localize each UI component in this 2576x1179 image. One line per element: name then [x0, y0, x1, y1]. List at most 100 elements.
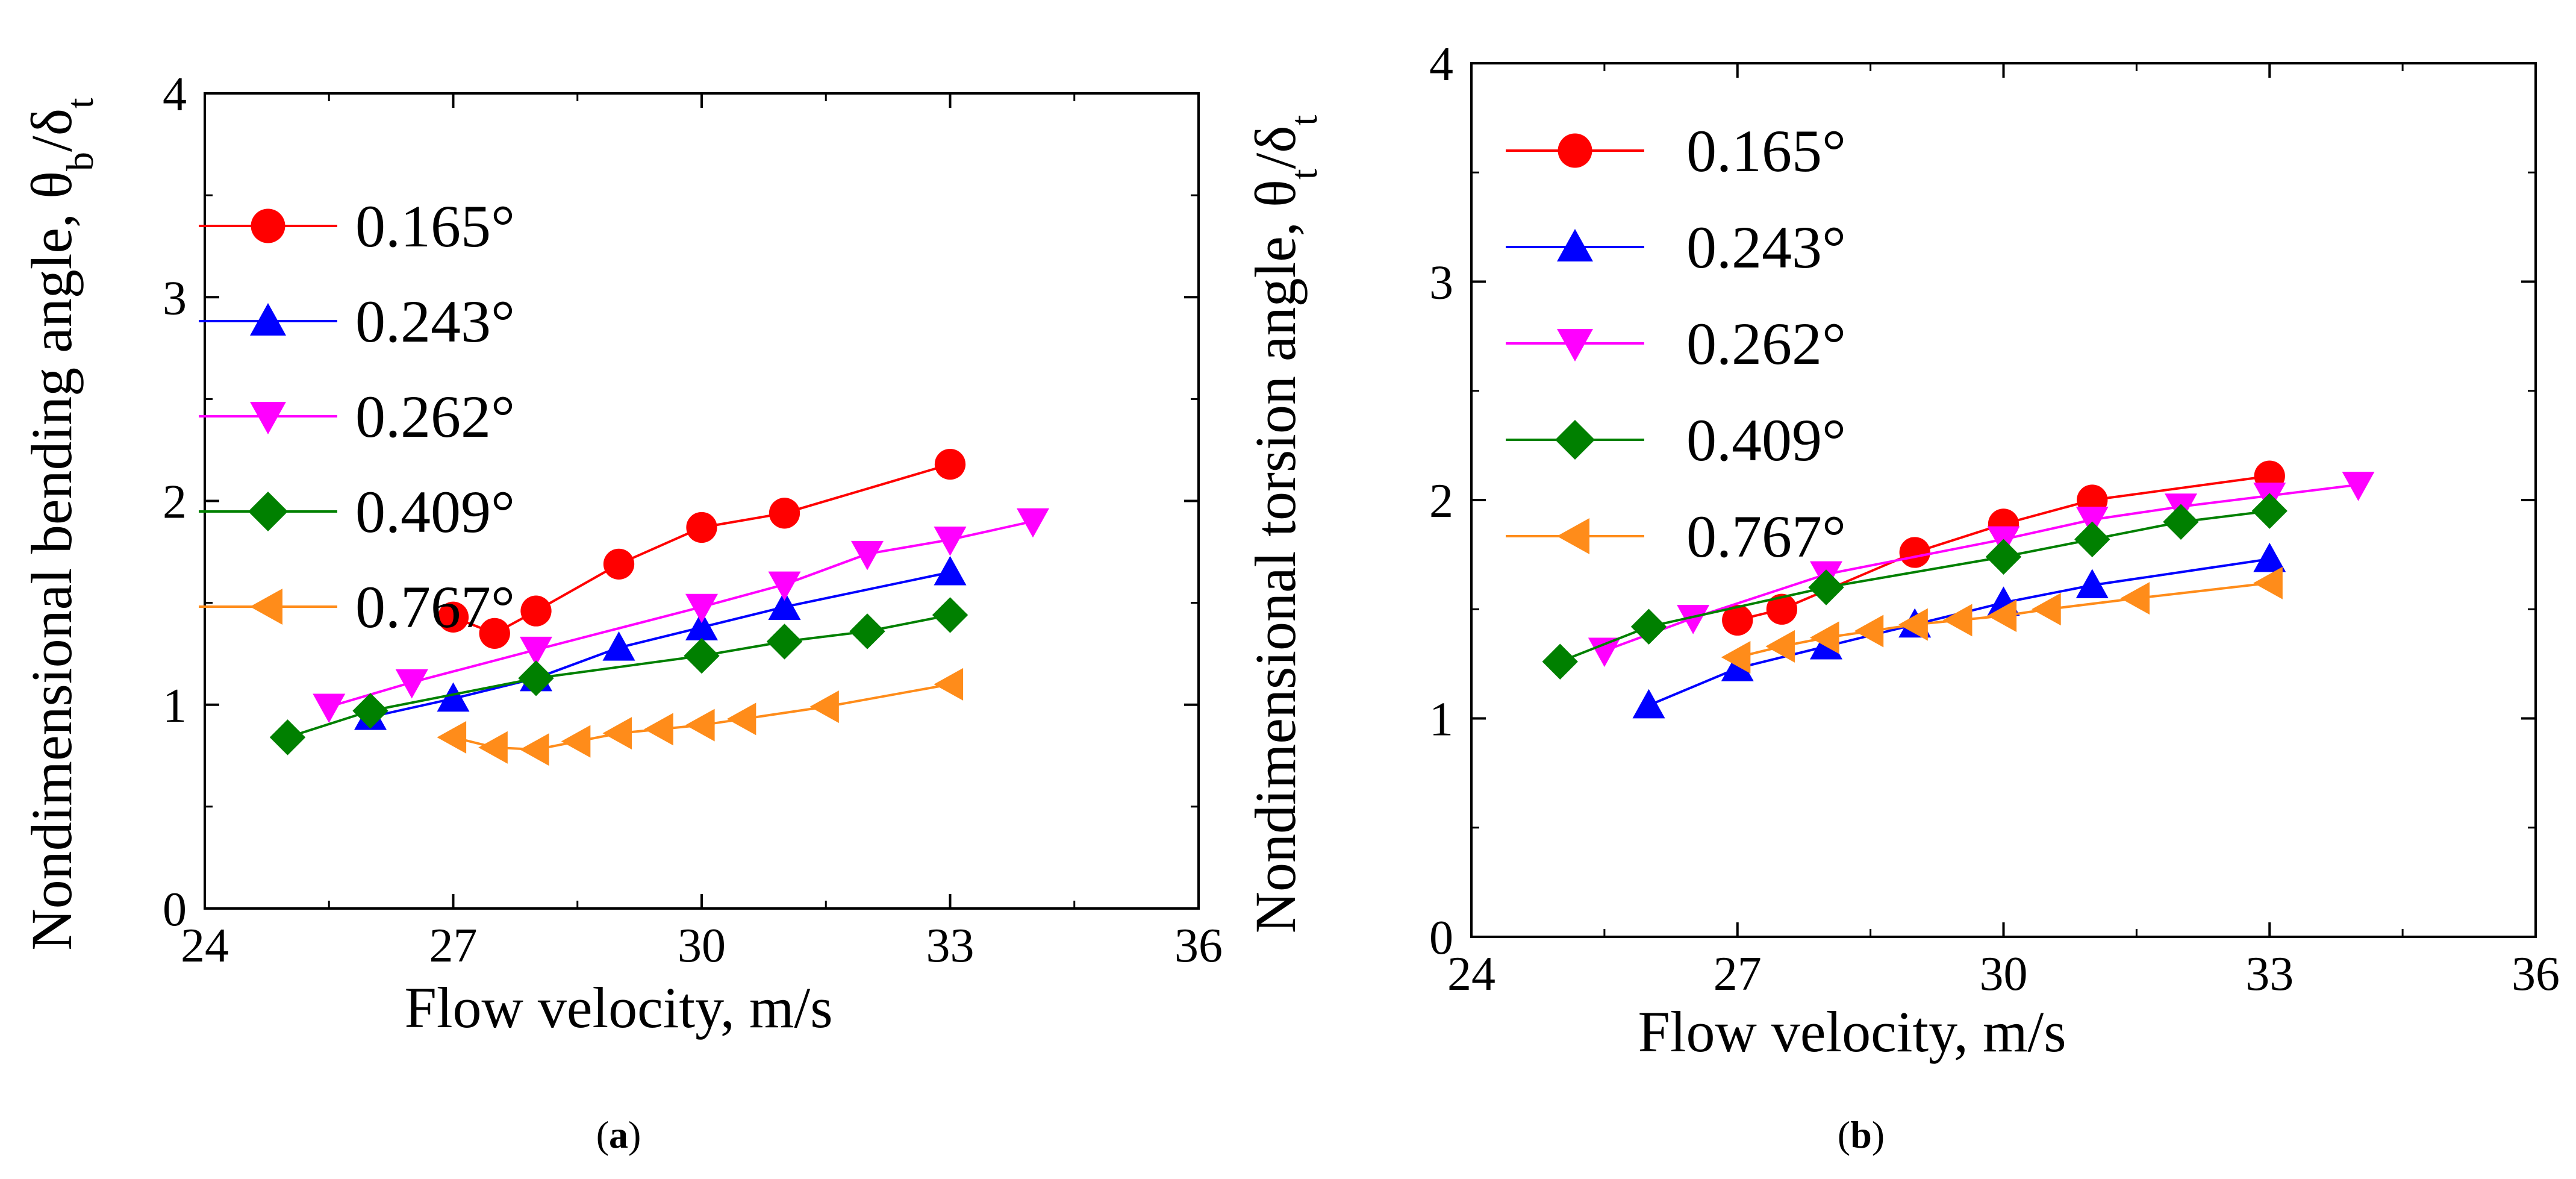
panel-a-x-tick-label: 36: [1174, 919, 1223, 972]
panel-a-data-point: [313, 693, 346, 724]
panel-b-legend-label: 0.262°: [1686, 310, 1846, 377]
panel-b-data-point: [2253, 566, 2283, 599]
panel-a-legend-marker: [251, 208, 285, 243]
panel-a-y-axis-label: Nondimensional bending angle, θb/δt: [19, 98, 101, 951]
panel-b-data-point: [2075, 507, 2109, 536]
panel-a-y-tick-label: 4: [163, 68, 187, 121]
panel-a-data-point: [768, 571, 801, 601]
panel-a-x-axis-label: Flow velocity, m/s: [404, 975, 832, 1040]
panel-b-legend-marker: [1557, 229, 1593, 261]
panel-a-legend-label: 0.262°: [355, 383, 515, 450]
panel-a-data-point: [520, 733, 549, 766]
panel-b-y-tick-label: 2: [1429, 475, 1453, 528]
panel-a-bending-angle-chart: Nondimensional bending angle, θb/δt Flow…: [19, 68, 1223, 1156]
panel-b-data-point: [1987, 599, 2017, 633]
panel-b-data-point: [2342, 472, 2375, 501]
panel-b-data-point: [1722, 604, 1753, 636]
panel-a-data-point: [934, 448, 966, 480]
panel-a-series-2: [313, 508, 1049, 724]
panel-b-x-tick-label: 30: [1980, 948, 2028, 1001]
panel-a-x-tick-label: 33: [926, 919, 975, 972]
panel-b-data-point: [2075, 569, 2109, 598]
panel-b-data-point: [2163, 504, 2199, 540]
panel-b-y-tick-label: 1: [1429, 693, 1453, 746]
panel-a-series-line: [453, 683, 950, 751]
panel-a-data-point: [602, 717, 632, 750]
panel-b-data-point: [1721, 641, 1751, 674]
panel-b-legend: 0.165° 0.243° 0.262° 0.409° 0.767°: [1506, 117, 1846, 570]
panel-a-data-point: [851, 540, 884, 571]
panel-a-data-point: [934, 555, 967, 586]
panel-b-series-3: [1542, 493, 2288, 680]
panel-b-legend-label: 0.767°: [1686, 503, 1846, 570]
panel-a-data-point: [685, 708, 715, 742]
panel-a-legend-label: 0.165°: [355, 193, 515, 260]
panel-b-data-point: [2120, 582, 2150, 615]
panel-a-data-point: [520, 636, 552, 666]
panel-b-x-tick-label: 36: [2512, 948, 2560, 1001]
panel-a-data-point: [602, 631, 635, 661]
panel-b-legend-marker: [1555, 420, 1595, 460]
panel-a-data-point: [932, 597, 968, 633]
panel-b-data-point: [2032, 593, 2061, 626]
panel-a-data-point: [809, 690, 839, 724]
panel-b-data-point: [1721, 652, 1754, 681]
panel-a-data-point: [934, 527, 967, 556]
panel-b-y-tick-label: 0: [1429, 912, 1453, 965]
panel-b-legend-label: 0.243°: [1686, 214, 1846, 281]
panel-b-data-point: [2253, 542, 2286, 572]
panel-a-data-point: [437, 682, 470, 712]
panel-a-data-point: [934, 668, 964, 701]
panel-a-data-point: [685, 611, 718, 640]
panel-a-y-tick-label: 2: [163, 476, 187, 529]
panel-a-data-point: [1017, 508, 1049, 538]
panel-b-legend-label: 0.165°: [1686, 117, 1846, 184]
panel-b-x-tick-label: 27: [1714, 948, 1762, 1001]
panel-b-caption: (b): [1838, 1113, 1885, 1156]
panel-b-data-point: [1942, 604, 1973, 637]
panel-a-data-point: [269, 719, 306, 755]
panel-b-x-tick-label: 33: [2245, 948, 2294, 1001]
panel-a-data-point: [352, 693, 388, 729]
panel-b-data-point: [1854, 615, 1884, 648]
panel-a-y-tick-label: 0: [163, 883, 187, 936]
panel-a-series-4: [437, 668, 964, 766]
panel-b-data-point: [1899, 537, 1930, 568]
panel-a-data-point: [769, 498, 800, 529]
panel-a-data-point: [686, 511, 717, 543]
panel-a-data-point: [768, 590, 801, 620]
panel-a-legend-marker: [250, 303, 286, 336]
panel-b-data-point: [1898, 608, 1928, 641]
panel-a-data-point: [479, 618, 510, 649]
panel-b-y-tick-label: 3: [1429, 257, 1453, 310]
panel-a-y-tick-label: 1: [163, 680, 187, 733]
panel-a-x-tick-label: 30: [678, 919, 726, 972]
panel-b-series-line: [1604, 483, 2359, 652]
panel-a-legend-label: 0.243°: [355, 288, 515, 355]
panel-a-data-point: [478, 731, 508, 764]
panel-a-data-point: [849, 613, 885, 649]
panel-b-legend-marker: [1557, 518, 1589, 554]
panel-b-data-point: [1542, 643, 1578, 680]
panel-a-data-point: [437, 601, 469, 633]
panel-a-data-point: [395, 669, 428, 699]
panel-a-caption: (a): [596, 1113, 641, 1156]
panel-a-data-point: [520, 595, 552, 627]
panel-b-data-point: [2074, 521, 2110, 557]
panel-b-series-line: [1737, 581, 2270, 658]
panel-a-data-point: [766, 624, 803, 660]
panel-a-data-point: [726, 702, 756, 736]
panel-b-legend-marker: [1557, 329, 1593, 361]
panel-a-series-0: [437, 448, 966, 649]
panel-a-data-point: [685, 593, 718, 624]
panel-a-legend-marker: [248, 492, 288, 531]
panel-a-series-line: [328, 520, 1034, 708]
panel-a-legend-label: 0.767°: [355, 574, 515, 640]
panel-b-torsion-angle-chart: Nondimensional torsion angle, θt/δt Flow…: [1243, 38, 2560, 1156]
panel-a-legend-label: 0.409°: [355, 478, 515, 545]
panel-b-y-tick-label: 4: [1429, 38, 1453, 91]
panel-a-data-point: [684, 637, 720, 674]
panel-a-y-tick-label: 3: [163, 272, 187, 325]
panel-b-data-point: [1985, 539, 2022, 575]
